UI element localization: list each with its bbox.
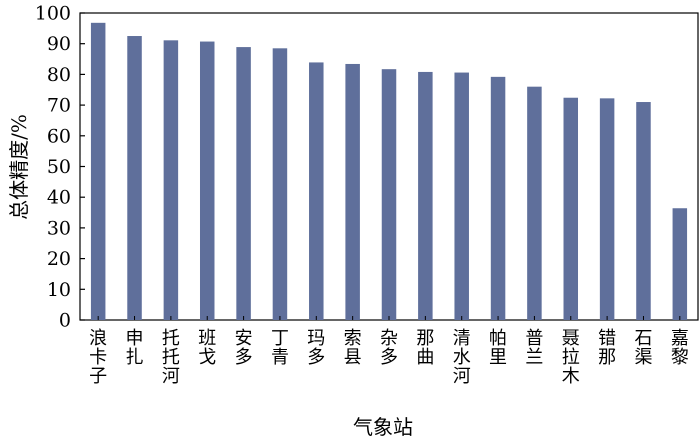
bar-6 [272,48,288,321]
x-tick-label: 玛多 [307,328,325,368]
x-tick-label: 索县 [344,328,362,368]
bar-15 [599,98,615,320]
y-axis-title: 总体精度/% [7,114,31,220]
y-tick-label: 20 [47,248,71,270]
y-tick-label: 80 [47,64,71,86]
bar-13 [527,86,542,321]
x-tick-label: 浪卡子 [89,328,107,387]
bar-4 [199,41,215,321]
y-tick-label: 10 [47,279,71,301]
bar-16 [636,102,651,320]
bar-3 [163,40,179,320]
x-axis-title: 气象站 [353,415,413,439]
bar-17 [672,208,688,320]
x-tick-label: 石渠 [634,328,652,368]
y-tick-label: 30 [47,217,71,239]
bar-2 [127,36,142,321]
x-tick-label: 错那 [598,328,616,368]
x-tick-label: 清水河 [453,328,471,387]
x-tick-label: 杂多 [380,328,398,368]
x-tick-label: 聂拉木 [562,328,580,387]
y-tick-label: 100 [35,3,71,25]
y-tick-label: 0 [59,310,71,332]
bar-1 [90,22,106,320]
y-tick-label: 40 [47,187,71,209]
y-tick-label: 70 [47,95,71,117]
bar-5 [236,47,251,320]
bar-12 [490,76,506,320]
x-tick-label: 安多 [235,328,253,368]
bars [90,22,688,321]
y-tick-label: 60 [47,125,71,147]
y-axis-ticks: 0 10 20 30 40 50 60 70 80 90 100 [35,3,85,332]
bar-11 [454,72,469,320]
x-tick-label: 普兰 [525,328,543,368]
x-tick-label: 嘉黎 [671,328,689,368]
bar-10 [418,71,433,320]
bar-7 [309,62,324,321]
bar-14 [563,97,579,320]
y-tick-label: 50 [47,156,71,178]
bar-9 [381,69,397,321]
x-tick-label: 托托河 [162,328,180,387]
y-tick-label: 90 [47,33,71,55]
x-tick-label: 申扎 [126,328,144,368]
x-tick-label: 班戈 [198,328,216,368]
x-tick-label: 帕里 [489,328,507,368]
x-tick-label: 那曲 [416,328,434,368]
bar-8 [345,63,360,321]
x-tick-label: 丁青 [271,328,289,368]
